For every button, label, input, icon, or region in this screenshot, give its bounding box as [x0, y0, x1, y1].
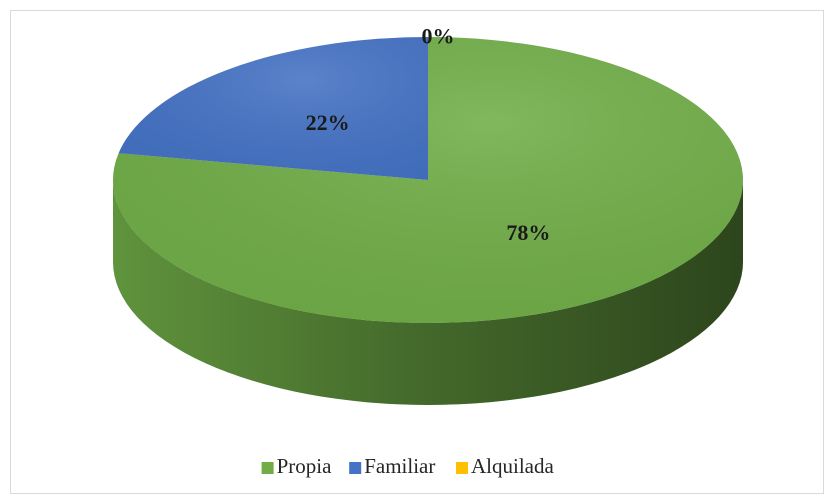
slice-shine	[112, 37, 743, 323]
legend-label: Familiar	[364, 454, 435, 478]
legend-label: Propia	[277, 454, 333, 478]
legend-label: Alquilada	[471, 454, 554, 478]
data-label: 22%	[306, 110, 350, 135]
legend-swatch	[349, 462, 362, 474]
data-label: 78%	[506, 220, 550, 245]
slice-shine	[118, 37, 428, 180]
legend-swatch	[261, 462, 274, 474]
data-label: 0%	[422, 23, 455, 48]
slice-side-shade	[113, 180, 743, 405]
legend-swatch	[456, 462, 468, 474]
